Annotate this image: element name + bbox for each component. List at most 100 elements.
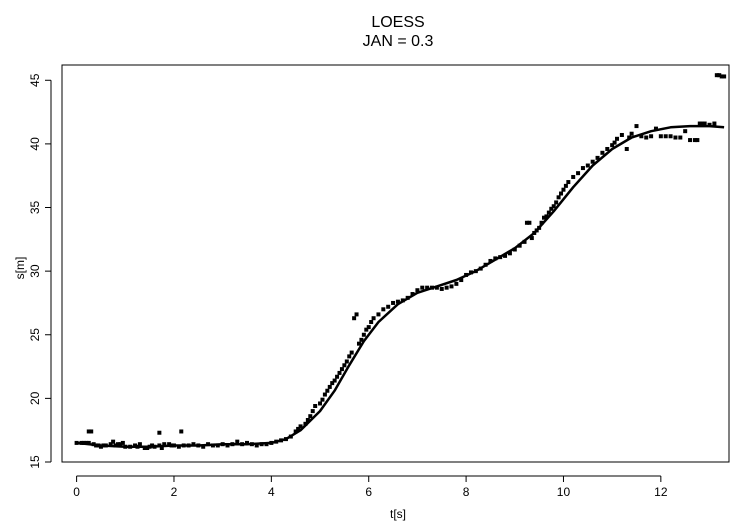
y-axis-label: s[m] xyxy=(13,257,27,280)
data-point xyxy=(595,155,600,160)
data-point xyxy=(719,74,724,79)
data-point xyxy=(697,121,702,126)
data-point xyxy=(600,150,605,155)
x-tick-label: 12 xyxy=(654,485,668,499)
data-point xyxy=(293,429,298,434)
data-point xyxy=(352,316,357,321)
data-point xyxy=(610,143,615,148)
data-point xyxy=(563,183,568,188)
data-point xyxy=(167,442,172,447)
data-point xyxy=(615,136,620,141)
data-point xyxy=(546,210,551,215)
data-point xyxy=(318,401,323,406)
data-point xyxy=(425,285,430,290)
y-tick-label: 20 xyxy=(28,391,42,405)
data-point xyxy=(296,426,301,431)
data-point xyxy=(653,126,658,131)
data-point xyxy=(381,307,386,312)
data-point xyxy=(354,312,359,317)
data-point xyxy=(722,74,727,79)
data-point xyxy=(551,204,556,209)
data-point xyxy=(444,285,449,290)
data-point xyxy=(332,378,337,383)
data-point xyxy=(320,397,325,402)
data-point xyxy=(361,332,366,337)
data-point xyxy=(179,429,184,434)
data-point xyxy=(556,195,561,200)
data-point xyxy=(714,73,719,78)
data-point xyxy=(395,299,400,304)
data-point xyxy=(649,134,654,139)
data-point xyxy=(529,236,534,241)
y-tick-label: 45 xyxy=(28,73,42,87)
scatter-points xyxy=(74,73,727,451)
data-point xyxy=(566,180,571,185)
data-point xyxy=(449,284,454,289)
data-point xyxy=(201,444,206,449)
data-point xyxy=(86,440,91,445)
data-point xyxy=(313,404,318,409)
data-point xyxy=(629,131,634,136)
data-point xyxy=(576,171,581,176)
data-point xyxy=(254,443,259,448)
data-point xyxy=(330,381,335,386)
data-point xyxy=(634,124,639,129)
chart-subtitle: JAN = 0.3 xyxy=(363,33,434,50)
data-point xyxy=(369,320,374,325)
data-point xyxy=(624,146,629,151)
data-point xyxy=(571,174,576,179)
data-point xyxy=(225,443,230,448)
data-point xyxy=(245,440,250,445)
y-tick-label: 25 xyxy=(28,328,42,342)
x-tick-label: 0 xyxy=(73,485,80,499)
data-point xyxy=(359,337,364,342)
data-point xyxy=(707,122,712,127)
data-point xyxy=(305,418,310,423)
data-point xyxy=(612,140,617,145)
data-point xyxy=(298,424,303,429)
data-point xyxy=(712,121,717,126)
data-point xyxy=(559,191,564,196)
data-point xyxy=(342,363,347,368)
data-point xyxy=(162,442,167,447)
data-point xyxy=(386,304,391,309)
data-point xyxy=(580,166,585,171)
data-point xyxy=(503,253,508,258)
data-point xyxy=(86,429,91,434)
data-point xyxy=(89,429,94,434)
data-point xyxy=(454,281,459,286)
data-point xyxy=(391,300,396,305)
data-point xyxy=(344,359,349,364)
data-point xyxy=(717,73,722,78)
data-point xyxy=(339,367,344,372)
data-point xyxy=(668,134,673,139)
plot-frame xyxy=(61,64,730,463)
data-point xyxy=(325,388,330,393)
data-point xyxy=(439,286,444,291)
data-point xyxy=(619,132,624,137)
x-tick-label: 2 xyxy=(171,485,178,499)
data-point xyxy=(108,442,113,447)
data-point xyxy=(678,135,683,140)
data-point xyxy=(191,442,196,447)
data-point xyxy=(695,138,700,143)
data-point xyxy=(644,135,649,140)
y-tick-label: 30 xyxy=(28,264,42,278)
data-point xyxy=(137,442,142,447)
data-point xyxy=(415,288,420,293)
y-axis: 15 20 25 30 35 40 45 xyxy=(28,73,52,469)
y-tick-label: 40 xyxy=(28,137,42,151)
data-point xyxy=(356,341,361,346)
data-point xyxy=(310,409,315,414)
data-point xyxy=(590,159,595,164)
data-point xyxy=(544,214,549,219)
data-point xyxy=(663,134,668,139)
data-point xyxy=(585,163,590,168)
data-point xyxy=(658,134,663,139)
data-point xyxy=(308,414,313,419)
data-point xyxy=(376,312,381,317)
data-point xyxy=(683,129,688,134)
data-point xyxy=(688,138,693,143)
data-point xyxy=(364,327,369,332)
